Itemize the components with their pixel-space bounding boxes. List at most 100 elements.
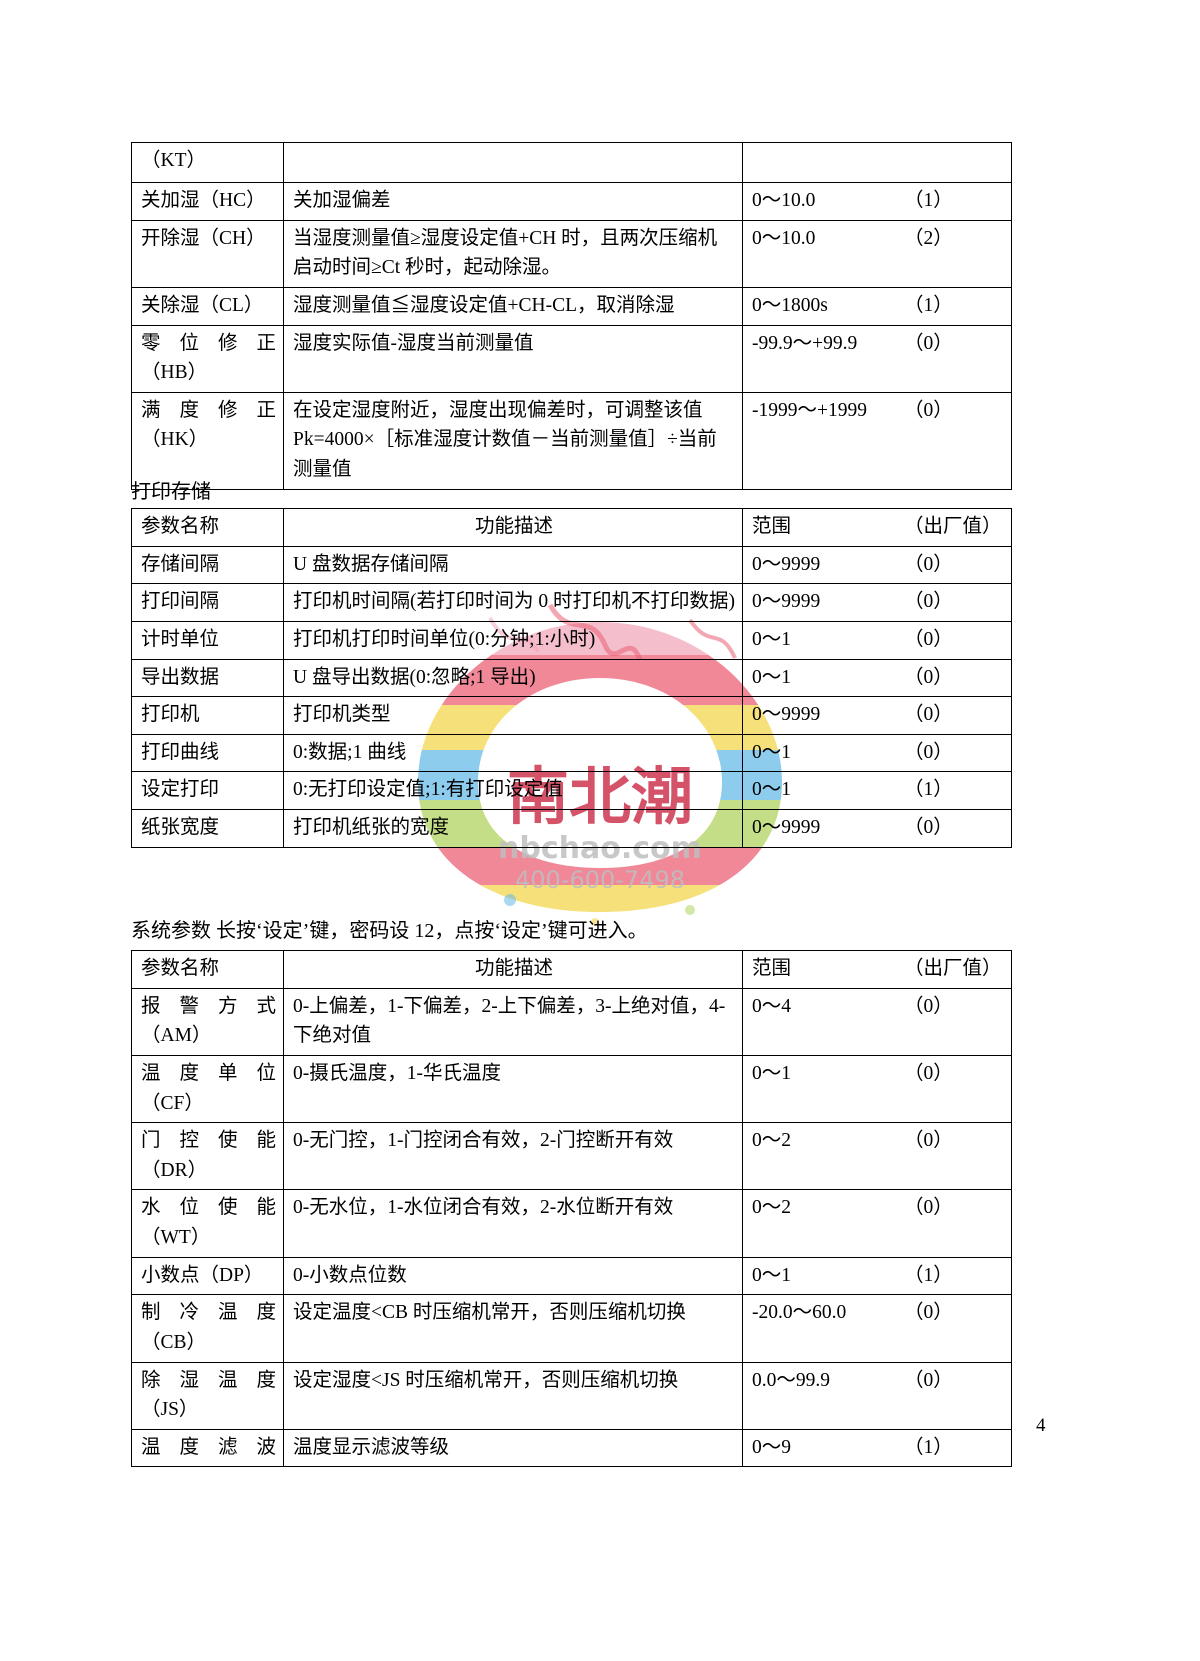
param-name-line1: 温 度 单 位	[141, 1062, 276, 1084]
table-row: 打印曲线 0:数据;1 曲线 0～1 （0）	[131, 733, 1012, 773]
param-range: 0～9999	[752, 591, 821, 613]
column-header-factory: （出厂值）	[904, 958, 1002, 979]
param-range-cell: 0～1 （1）	[742, 771, 1012, 810]
param-factory: （2）	[904, 227, 953, 249]
param-name: 导出数据	[131, 658, 284, 698]
param-range-cell: 0～1 （0）	[742, 620, 1012, 660]
param-factory: （0）	[904, 591, 953, 613]
param-name: 打印机	[131, 696, 284, 735]
param-factory: （1）	[904, 779, 953, 801]
param-desc: 设定温度<CB 时压缩机常开，否则压缩机切换	[283, 1294, 743, 1363]
print-storage-table: 参数名称 功能描述 范围 （出厂值） 存储间隔 U 盘数据存储间隔 0～9999 （…	[131, 508, 1012, 848]
param-name: 纸张宽度	[131, 809, 284, 848]
param-desc	[283, 142, 743, 183]
param-range: 0～10.0	[752, 227, 816, 249]
param-name-line1: 报 警 方 式	[141, 995, 276, 1017]
param-desc: 0-无水位，1-水位闭合有效，2-水位断开有效	[283, 1189, 743, 1258]
param-name: 开除湿（CH）	[131, 219, 284, 288]
param-factory: （1）	[904, 1436, 953, 1458]
param-desc: 打印机时间隔(若打印时间为 0 时打印机不打印数据)	[283, 583, 743, 622]
table-row: 打印机 打印机类型 0～9999 （0）	[131, 696, 1012, 735]
humidity-parameter-table: （KT） 关加湿（HC） 关加湿偏差 0～10.0 （1） 开除湿（CH） 当湿度…	[131, 142, 1012, 490]
param-name-line2: （CB）	[141, 1331, 207, 1353]
table-header-row: 参数名称 功能描述 范围 （出厂值）	[131, 950, 1012, 989]
param-range-cell: -20.0～60.0 （0）	[742, 1294, 1012, 1363]
table-row: 打印间隔 打印机时间隔(若打印时间为 0 时打印机不打印数据) 0～9999 （0…	[131, 583, 1012, 622]
param-range-cell	[742, 142, 1012, 183]
param-name-line2: （AM）	[141, 1025, 212, 1047]
param-name: 小数点（DP）	[131, 1256, 284, 1296]
column-header-desc: 功能描述	[283, 508, 743, 547]
system-parameter-table: 参数名称 功能描述 范围 （出厂值） 报 警 方 式 （AM） 0-上偏差，1-下…	[131, 950, 1012, 1468]
param-factory: （1）	[904, 1264, 953, 1286]
param-name: 报 警 方 式 （AM）	[131, 987, 284, 1056]
param-factory: （0）	[904, 553, 953, 575]
param-desc: 打印机类型	[283, 696, 743, 735]
param-name: 设定打印	[131, 771, 284, 810]
param-desc: 在设定湿度附近，湿度出现偏差时，可调整该值 Pk=4000×［标准湿度计数值－当…	[283, 391, 743, 490]
param-range: 0～2	[752, 1130, 792, 1152]
param-name: 存储间隔	[131, 545, 284, 585]
param-name-line2: （WT）	[141, 1227, 211, 1248]
system-params-heading: 系统参数 长按‘设定’键，密码设 12，点按‘设定’键可进入。	[131, 920, 648, 942]
param-desc: 打印机纸张的宽度	[283, 809, 743, 848]
column-header-desc: 功能描述	[283, 950, 743, 989]
table-row: 关加湿（HC） 关加湿偏差 0～10.0 （1）	[131, 182, 1012, 221]
param-range: 0～2	[752, 1197, 792, 1219]
param-factory: （0）	[904, 1197, 953, 1219]
param-name: 温 度 单 位 （CF）	[131, 1054, 284, 1124]
print-storage-heading: 打印存储	[131, 481, 211, 503]
param-range-cell: 0～1 （0）	[742, 1054, 1012, 1124]
table-row: 门 控 使 能 （DR） 0-无门控，1-门控闭合有效，2-门控断开有效 0～2…	[131, 1122, 1012, 1191]
column-header-range-cell: 范围 （出厂值）	[742, 950, 1012, 989]
param-range: 0～1	[752, 779, 792, 801]
param-factory: （0）	[904, 1062, 953, 1084]
column-header-factory: （出厂值）	[904, 516, 1002, 537]
table-row: 存储间隔 U 盘数据存储间隔 0～9999 （0）	[131, 545, 1012, 585]
param-factory: （1）	[904, 190, 953, 211]
param-factory: （0）	[904, 1130, 953, 1152]
param-desc: 湿度实际值-湿度当前测量值	[283, 324, 743, 393]
param-range: -1999～+1999	[752, 399, 867, 421]
table-row: 计时单位 打印机打印时间单位(0:分钟;1:小时) 0～1 （0）	[131, 620, 1012, 660]
table-row: 关除湿（CL） 湿度测量值≦湿度设定值+CH-CL，取消除湿 0～1800s （1…	[131, 286, 1012, 326]
param-name: 除 湿 温 度 （JS）	[131, 1361, 284, 1430]
param-range-cell: 0～9999 （0）	[742, 545, 1012, 585]
param-factory: （0）	[904, 704, 953, 726]
param-factory: （0）	[904, 1369, 953, 1391]
param-desc: 0-无门控，1-门控闭合有效，2-门控断开有效	[283, 1122, 743, 1191]
param-desc: 温度显示滤波等级	[283, 1428, 743, 1468]
table-row: 设定打印 0:无打印设定值;1:有打印设定值 0～1 （1）	[131, 771, 1012, 810]
param-range-cell: 0～1800s （1）	[742, 286, 1012, 326]
param-range-cell: 0.0～99.9 （0）	[742, 1361, 1012, 1430]
param-range-cell: 0～9999 （0）	[742, 809, 1012, 848]
param-desc: U 盘数据存储间隔	[283, 545, 743, 585]
param-range: -99.9～+99.9	[752, 332, 858, 354]
param-range: 0～9999	[752, 817, 821, 838]
param-name: 水 位 使 能 （WT）	[131, 1189, 284, 1258]
param-factory: （0）	[904, 332, 953, 354]
param-range-cell: 0～2 （0）	[742, 1122, 1012, 1191]
param-range-cell: 0～4 （0）	[742, 987, 1012, 1056]
param-range: 0～4	[752, 995, 792, 1017]
param-range-cell: 0～2 （0）	[742, 1189, 1012, 1258]
table-row: （KT）	[131, 142, 1012, 183]
param-name-line1: 零 位 修 正	[141, 332, 276, 354]
param-desc: 打印机打印时间单位(0:分钟;1:小时)	[283, 620, 743, 660]
param-range: 0.0～99.9	[752, 1369, 831, 1391]
param-name-line2: （CF）	[141, 1092, 204, 1114]
param-name: 关除湿（CL）	[131, 286, 284, 326]
param-name-line2: （JS）	[141, 1399, 199, 1421]
table-header-row: 参数名称 功能描述 范围 （出厂值）	[131, 508, 1012, 547]
param-range: 0～1	[752, 1264, 792, 1286]
param-desc: U 盘导出数据(0:忽略;1 导出)	[283, 658, 743, 698]
column-header-range-cell: 范围 （出厂值）	[742, 508, 1012, 547]
param-range: 0～1	[752, 666, 792, 688]
table-row: 满 度 修 正 （HK） 在设定湿度附近，湿度出现偏差时，可调整该值 Pk=40…	[131, 391, 1012, 490]
param-range: 0～10.0	[752, 190, 816, 211]
table-row: 报 警 方 式 （AM） 0-上偏差，1-下偏差，2-上下偏差，3-上绝对值，4…	[131, 987, 1012, 1056]
param-name-line1: 满 度 修 正	[141, 399, 276, 421]
param-range-cell: 0～9 （1）	[742, 1428, 1012, 1468]
param-factory: （0）	[904, 399, 953, 421]
